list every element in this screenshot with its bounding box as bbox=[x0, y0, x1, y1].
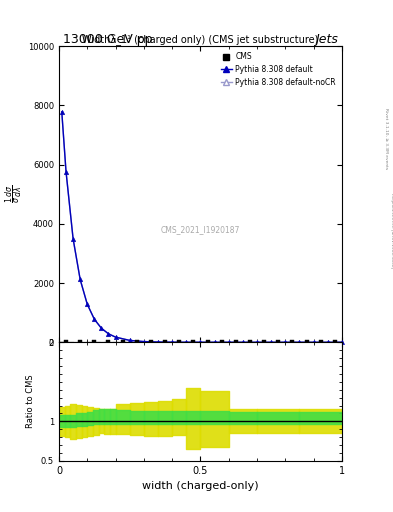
Text: Jets: Jets bbox=[315, 33, 338, 46]
X-axis label: width (charged-only): width (charged-only) bbox=[142, 481, 259, 491]
Text: CMS_2021_I1920187: CMS_2021_I1920187 bbox=[161, 225, 240, 234]
Y-axis label: $\frac{1}{\sigma}\frac{d\sigma}{d\lambda}$: $\frac{1}{\sigma}\frac{d\sigma}{d\lambda… bbox=[4, 185, 25, 203]
Title: Widthλ_1¹ (charged only) (CMS jet substructure): Widthλ_1¹ (charged only) (CMS jet substr… bbox=[82, 34, 319, 45]
Text: mcplots.cern.ch [arXiv:1306.3436]: mcplots.cern.ch [arXiv:1306.3436] bbox=[390, 193, 393, 268]
Legend: CMS, Pythia 8.308 default, Pythia 8.308 default-noCR: CMS, Pythia 8.308 default, Pythia 8.308 … bbox=[219, 50, 338, 89]
Text: Rivet 3.1.10, ≥ 3.3M events: Rivet 3.1.10, ≥ 3.3M events bbox=[384, 108, 388, 169]
Y-axis label: Ratio to CMS: Ratio to CMS bbox=[26, 375, 35, 429]
Text: 13000 GeV pp: 13000 GeV pp bbox=[63, 33, 152, 46]
